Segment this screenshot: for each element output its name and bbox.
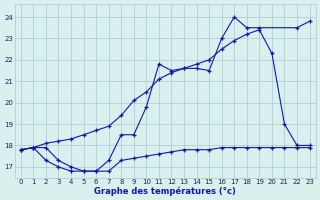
X-axis label: Graphe des températures (°c): Graphe des températures (°c) [94,186,236,196]
